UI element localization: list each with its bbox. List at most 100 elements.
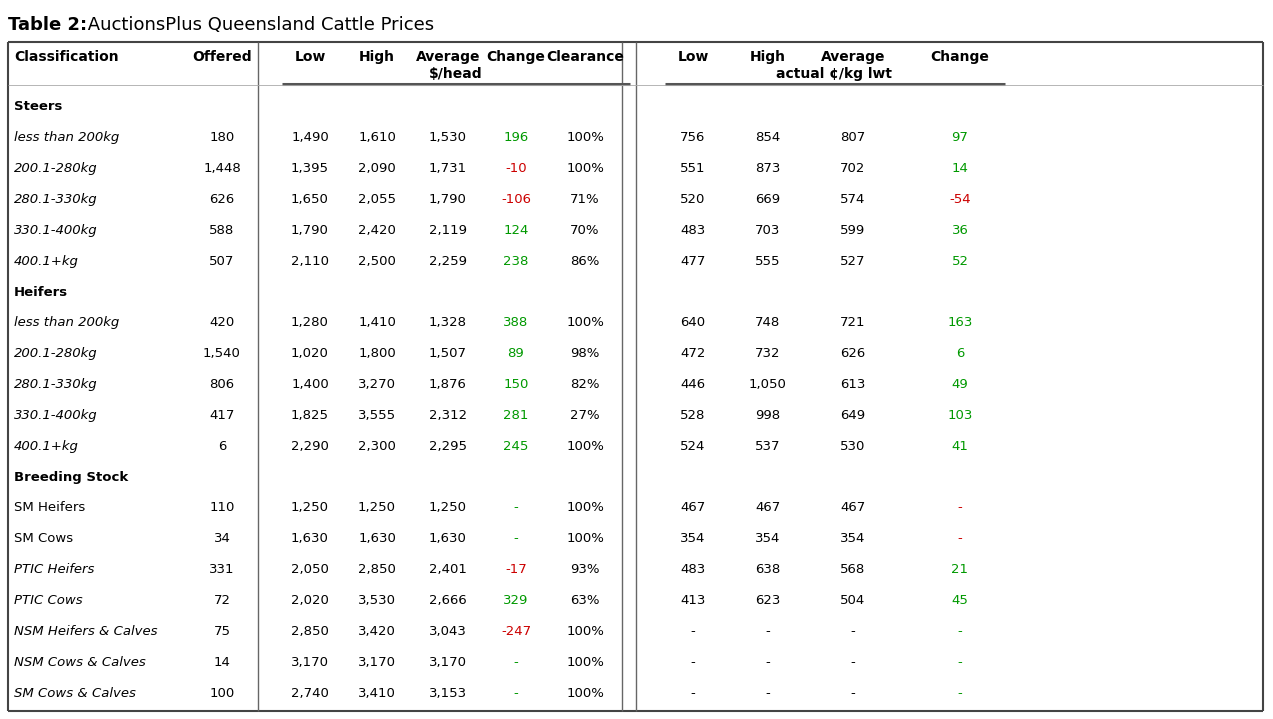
Text: -: - [850, 625, 855, 638]
Text: 1,410: 1,410 [358, 316, 396, 329]
Text: 537: 537 [755, 440, 780, 453]
Text: -: - [765, 656, 770, 669]
Text: Clearance: Clearance [546, 50, 624, 64]
Text: 1,540: 1,540 [204, 347, 241, 360]
Text: Low: Low [677, 50, 709, 64]
Text: Low: Low [294, 50, 326, 64]
Text: Offered: Offered [192, 50, 252, 64]
Text: 3,555: 3,555 [358, 409, 396, 422]
Text: 2,090: 2,090 [358, 162, 396, 175]
Text: 3,410: 3,410 [358, 687, 396, 700]
Text: 3,043: 3,043 [429, 625, 467, 638]
Text: -247: -247 [502, 625, 531, 638]
Text: 1,050: 1,050 [749, 378, 787, 391]
Text: -: - [765, 687, 770, 700]
Text: 748: 748 [755, 316, 780, 329]
Text: 2,850: 2,850 [358, 563, 396, 576]
Text: 702: 702 [840, 162, 866, 175]
Text: SM Heifers: SM Heifers [14, 501, 85, 514]
Text: 2,312: 2,312 [429, 409, 467, 422]
Text: 388: 388 [503, 316, 528, 329]
Text: 72: 72 [214, 594, 230, 607]
Text: SM Cows & Calves: SM Cows & Calves [14, 687, 136, 700]
Text: -54: -54 [950, 193, 971, 206]
Text: 477: 477 [680, 255, 705, 268]
Text: 417: 417 [209, 409, 234, 422]
Text: 2,850: 2,850 [292, 625, 328, 638]
Text: 623: 623 [755, 594, 780, 607]
Text: 100: 100 [209, 687, 234, 700]
Text: 524: 524 [680, 440, 705, 453]
Text: 568: 568 [840, 563, 866, 576]
Text: 3,270: 3,270 [358, 378, 396, 391]
Text: 100%: 100% [566, 316, 603, 329]
Text: 1,650: 1,650 [292, 193, 328, 206]
Text: 354: 354 [840, 532, 866, 545]
Text: 6: 6 [956, 347, 964, 360]
Text: 472: 472 [680, 347, 705, 360]
Text: AuctionsPlus Queensland Cattle Prices: AuctionsPlus Queensland Cattle Prices [81, 16, 434, 34]
Text: 873: 873 [755, 162, 780, 175]
Text: 100%: 100% [566, 131, 603, 144]
Text: -: - [957, 687, 962, 700]
Text: 520: 520 [680, 193, 705, 206]
Text: 504: 504 [840, 594, 866, 607]
Text: 2,259: 2,259 [429, 255, 467, 268]
Text: -: - [850, 687, 855, 700]
Text: 1,328: 1,328 [429, 316, 467, 329]
Text: -: - [513, 501, 518, 514]
Text: 196: 196 [503, 131, 528, 144]
Text: 2,500: 2,500 [358, 255, 396, 268]
Text: 1,630: 1,630 [292, 532, 328, 545]
Text: 732: 732 [755, 347, 780, 360]
Text: Average: Average [821, 50, 885, 64]
Text: 49: 49 [952, 378, 969, 391]
Text: 649: 649 [840, 409, 866, 422]
Text: 1,020: 1,020 [292, 347, 328, 360]
Text: 103: 103 [947, 409, 973, 422]
Text: 21: 21 [951, 563, 969, 576]
Text: PTIC Heifers: PTIC Heifers [14, 563, 94, 576]
Text: 400.1+kg: 400.1+kg [14, 440, 79, 453]
Text: 2,110: 2,110 [292, 255, 328, 268]
Text: 86%: 86% [570, 255, 600, 268]
Text: High: High [359, 50, 395, 64]
Text: 110: 110 [209, 501, 234, 514]
Text: 2,401: 2,401 [429, 563, 467, 576]
Text: 200.1-280kg: 200.1-280kg [14, 347, 98, 360]
Text: -: - [957, 532, 962, 545]
Text: 413: 413 [680, 594, 705, 607]
Text: 100%: 100% [566, 656, 603, 669]
Text: -: - [850, 656, 855, 669]
Text: PTIC Cows: PTIC Cows [14, 594, 83, 607]
Text: -: - [765, 625, 770, 638]
Text: 1,610: 1,610 [358, 131, 396, 144]
Text: 626: 626 [840, 347, 866, 360]
Text: 1,448: 1,448 [204, 162, 241, 175]
Text: -: - [513, 656, 518, 669]
Text: Average: Average [416, 50, 480, 64]
Text: NSM Heifers & Calves: NSM Heifers & Calves [14, 625, 158, 638]
Text: 3,170: 3,170 [358, 656, 396, 669]
Text: Table 2:: Table 2: [8, 16, 87, 34]
Text: -: - [957, 656, 962, 669]
Text: 1,250: 1,250 [292, 501, 328, 514]
Text: 281: 281 [503, 409, 528, 422]
Text: 420: 420 [209, 316, 234, 329]
Text: Change: Change [486, 50, 545, 64]
Text: 1,530: 1,530 [429, 131, 467, 144]
Text: 613: 613 [840, 378, 866, 391]
Text: 467: 467 [680, 501, 705, 514]
Text: 3,170: 3,170 [429, 656, 467, 669]
Text: 807: 807 [840, 131, 866, 144]
Text: 588: 588 [209, 224, 234, 237]
Text: 483: 483 [680, 563, 705, 576]
Text: 640: 640 [681, 316, 705, 329]
Text: 41: 41 [951, 440, 969, 453]
Text: 1,630: 1,630 [429, 532, 467, 545]
Text: 71%: 71% [570, 193, 600, 206]
Text: -17: -17 [505, 563, 527, 576]
Text: 1,731: 1,731 [429, 162, 467, 175]
Text: 14: 14 [951, 162, 969, 175]
Text: 2,740: 2,740 [292, 687, 328, 700]
